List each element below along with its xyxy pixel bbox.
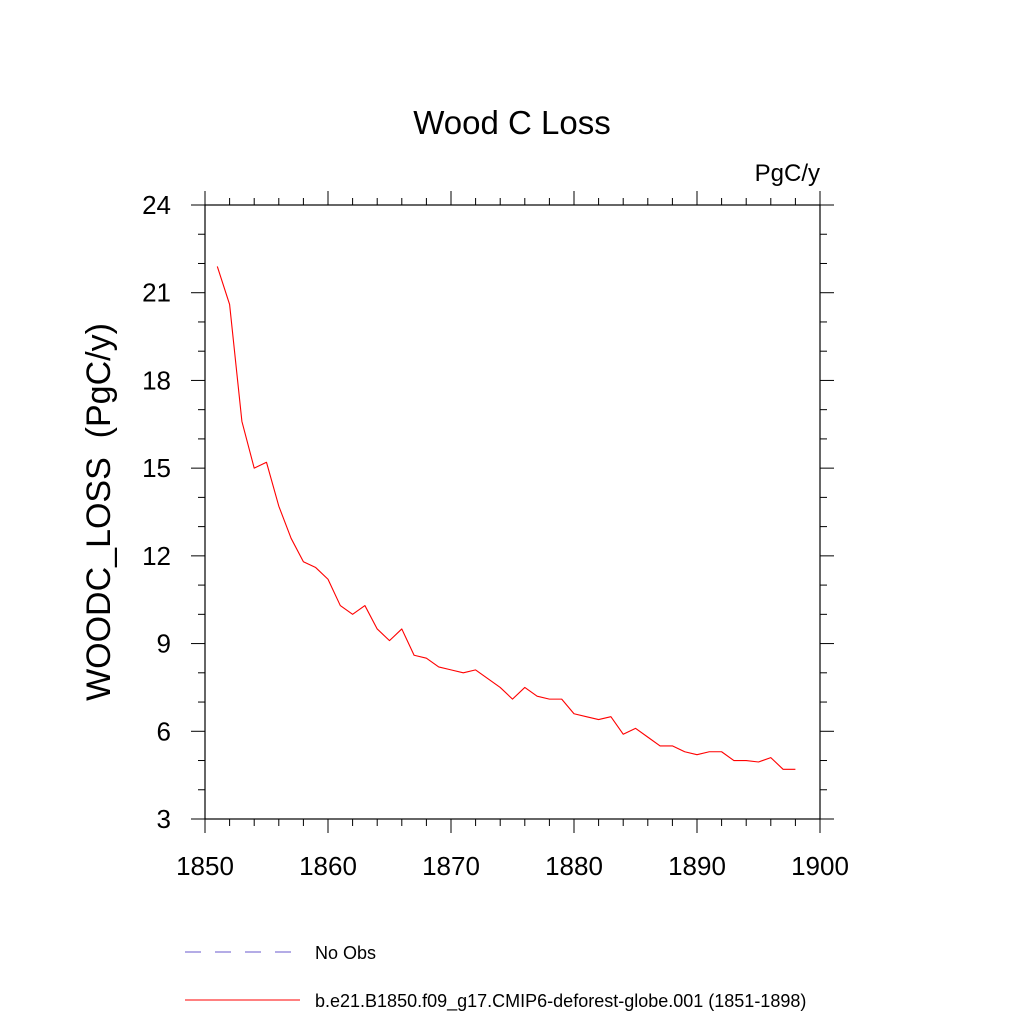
plot-frame [204,204,821,820]
series-layer [216,266,796,770]
y-axis-label: WOODC_LOSS (PgC/y) [80,323,118,701]
x-tick-label: 1860 [299,851,357,881]
y-tick-label: 15 [142,453,171,483]
legend-label: No Obs [315,943,376,963]
x-tick-label: 1850 [176,851,234,881]
legend-label: b.e21.B1850.f09_g17.CMIP6-deforest-globe… [315,991,806,1012]
y-tick-label: 21 [142,278,171,308]
y-tick-label: 6 [157,716,171,746]
y-tick-label: 18 [142,365,171,395]
tick-labels: 1850 1860 1870 1880 1890 1900 3 6 9 12 15 18 21 24 [142,190,849,881]
x-tick-label: 1900 [791,851,849,881]
y-tick-label: 24 [142,190,171,220]
axis-ticks [191,191,834,833]
x-tick-label: 1880 [545,851,603,881]
y-tick-label: 3 [157,804,171,834]
legend: No Obs b.e21.B1850.f09_g17.CMIP6-deforest… [185,943,806,1012]
y-tick-label: 9 [157,629,171,659]
series-line [216,266,796,770]
chart-title: Wood C Loss [413,104,610,141]
y-tick-label: 12 [142,541,171,571]
units-label: PgC/y [755,160,820,187]
x-tick-label: 1890 [668,851,726,881]
x-tick-label: 1870 [422,851,480,881]
